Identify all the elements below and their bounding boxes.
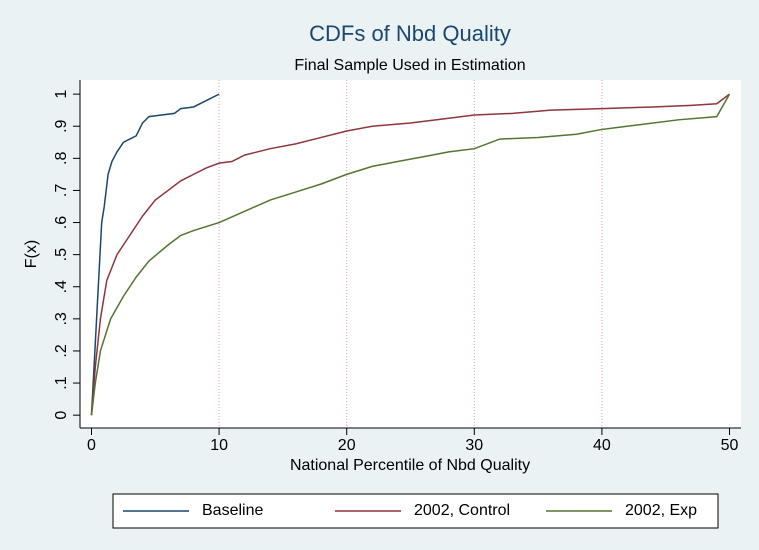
- y-tick-label: .4: [53, 280, 70, 293]
- y-tick-label: .2: [53, 344, 70, 357]
- chart-title: CDFs of Nbd Quality: [309, 21, 511, 46]
- x-tick-label: 20: [338, 437, 356, 454]
- line-series: [90, 93, 220, 416]
- legend-label: 2002, Exp: [625, 502, 697, 519]
- y-axis-label: F(x): [23, 240, 40, 268]
- legend-label: Baseline: [202, 502, 263, 519]
- legend-box: [112, 493, 719, 529]
- y-tick-label: .7: [53, 184, 70, 197]
- legend-label: 2002, Control: [414, 502, 510, 519]
- x-axis-label: National Percentile of Nbd Quality: [290, 457, 530, 474]
- y-tick-label: .3: [53, 312, 70, 325]
- y-tick-label: .5: [53, 248, 70, 261]
- x-tick-label: 10: [210, 437, 228, 454]
- y-tick-label: .8: [53, 152, 70, 165]
- x-tick-label: 50: [721, 437, 739, 454]
- y-tick-label: .6: [53, 216, 70, 229]
- y-tick-label: 0: [53, 411, 70, 420]
- x-tick-label: 0: [87, 437, 96, 454]
- line-series: [90, 93, 731, 416]
- y-tick-label: .9: [53, 119, 70, 132]
- y-tick-label: .1: [53, 376, 70, 389]
- plot-area: [80, 80, 741, 428]
- x-tick-label: 30: [465, 437, 483, 454]
- chart-subtitle: Final Sample Used in Estimation: [294, 57, 525, 74]
- x-tick-label: 40: [593, 437, 611, 454]
- y-tick-label: 1: [53, 90, 70, 99]
- line-series: [90, 93, 730, 416]
